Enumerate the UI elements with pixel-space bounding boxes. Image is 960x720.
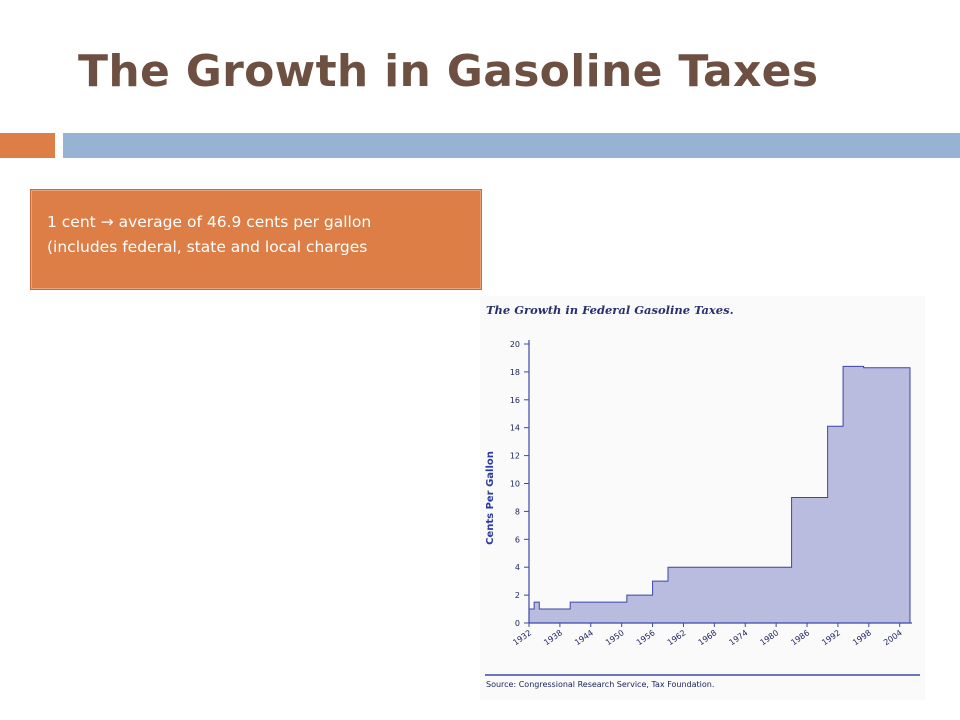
gas-tax-chart: The Growth in Federal Gasoline Taxes. Ce… [480, 296, 925, 700]
accent-bar-blue [63, 133, 960, 158]
y-tick-label: 4 [515, 563, 520, 572]
y-tick-label: 18 [510, 368, 520, 377]
chart-source: Source: Congressional Research Service, … [486, 680, 714, 689]
callout-line-2: (includes federal, state and local charg… [47, 238, 368, 256]
y-ticks: 0 2 4 6 8 10 12 14 16 18 20 [510, 340, 529, 628]
y-tick-label: 6 [515, 535, 520, 544]
y-tick-label: 20 [510, 340, 520, 349]
slide-title: The Growth in Gasoline Taxes [78, 46, 819, 97]
y-tick-label: 16 [510, 396, 520, 405]
callout-line-1: 1 cent → average of 46.9 cents per gallo… [47, 213, 372, 231]
y-tick-label: 14 [510, 424, 520, 433]
chart-svg: The Growth in Federal Gasoline Taxes. Ce… [480, 296, 925, 700]
y-tick-label: 0 [515, 619, 520, 628]
y-tick-label: 8 [515, 507, 520, 516]
accent-bar-orange [0, 133, 55, 158]
callout-box: 1 cent → average of 46.9 cents per gallo… [30, 189, 482, 290]
chart-title: The Growth in Federal Gasoline Taxes. [486, 303, 734, 317]
tax-area-series [528, 365, 911, 624]
y-tick-label: 2 [515, 591, 520, 600]
y-tick-label: 12 [510, 452, 520, 461]
plot-area [528, 340, 912, 624]
y-tick-label: 10 [510, 480, 520, 489]
y-axis-label: Cents Per Gallon [485, 451, 496, 545]
